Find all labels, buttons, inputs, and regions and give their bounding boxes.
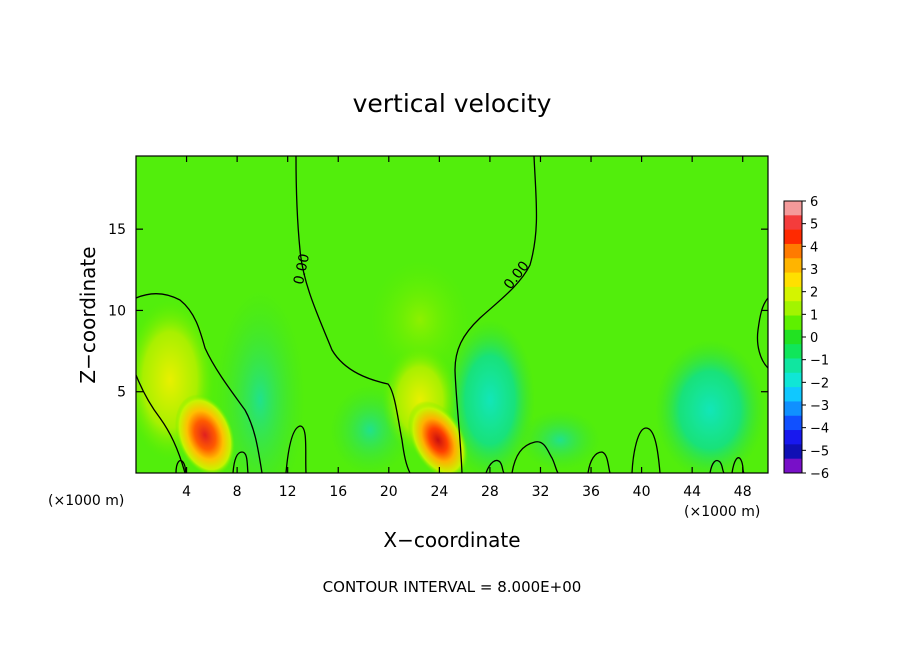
contour-east-edge bbox=[756, 297, 768, 369]
downdraft-east-low bbox=[520, 410, 600, 470]
plot-frame bbox=[135, 155, 769, 474]
downdraft-east bbox=[445, 320, 535, 473]
colorbar-swatch bbox=[784, 272, 802, 288]
x-tick-label: 36 bbox=[582, 484, 600, 500]
downdraft-far-east bbox=[655, 340, 765, 473]
contour-interval-note: CONTOUR INTERVAL = 8.000E+00 bbox=[323, 578, 582, 596]
y-tick-label: 10 bbox=[108, 303, 126, 319]
contour-central-west bbox=[295, 156, 411, 473]
colorbar-swatch bbox=[784, 301, 802, 317]
contour-west-inner bbox=[136, 374, 186, 473]
contour-bump-2 bbox=[285, 425, 307, 473]
contour-central-east bbox=[454, 156, 538, 473]
colorbar-swatch bbox=[784, 415, 802, 431]
contour-bump-5 bbox=[511, 441, 559, 473]
contour-bump-7 bbox=[631, 427, 661, 473]
y-tick-label: 15 bbox=[108, 222, 126, 238]
colorbar-tick-label: 5 bbox=[810, 218, 818, 233]
y-axis: 5 10 15 bbox=[108, 222, 768, 401]
updraft-west-core bbox=[175, 394, 235, 473]
colorbar-tick-label: 4 bbox=[810, 240, 818, 255]
colorbar-swatch bbox=[784, 215, 802, 231]
colorbar-tick-label: −2 bbox=[810, 376, 829, 391]
contour-bump-8 bbox=[709, 459, 725, 473]
updraft-central-core bbox=[407, 400, 469, 473]
contour-bump-1 bbox=[232, 451, 249, 473]
colorbar-swatch bbox=[784, 344, 802, 359]
contour-label-1: 0.00 bbox=[291, 252, 313, 286]
colorbar: 6 5 4 3 2 1 0 −1 −2 −3 −4 −5 −6 bbox=[783, 195, 829, 482]
colorbar-tick-label: 6 bbox=[810, 195, 818, 210]
x-axis-label: X−coordinate bbox=[383, 528, 520, 552]
x-tick-label: 24 bbox=[430, 484, 448, 500]
colorbar-swatch bbox=[784, 372, 802, 388]
x-tick-label: 40 bbox=[633, 484, 651, 500]
colorbar-swatch bbox=[784, 358, 802, 374]
colorbar-swatch bbox=[784, 444, 802, 460]
colorbar-tick-label: 2 bbox=[810, 286, 818, 301]
contour-west bbox=[136, 293, 263, 473]
colorbar-swatch bbox=[784, 258, 802, 274]
colorbar-swatch bbox=[784, 315, 802, 331]
colorbar-swatch bbox=[784, 458, 802, 474]
x-tick-label: 28 bbox=[481, 484, 499, 500]
x-tick-label: 20 bbox=[380, 484, 398, 500]
colorbar-tick-label: −6 bbox=[810, 467, 829, 482]
downdraft-west bbox=[215, 290, 305, 473]
colorbar-swatch bbox=[784, 401, 802, 417]
colorbar-tick-label: −3 bbox=[810, 399, 829, 414]
x-tick-label: 44 bbox=[683, 484, 701, 500]
contour-bump-6 bbox=[587, 451, 611, 473]
colorbar-tick-label: 0 bbox=[810, 331, 818, 346]
colorbar-tick-label: 3 bbox=[810, 263, 818, 278]
x-tick-label: 48 bbox=[734, 484, 752, 500]
x-unit-left: (×1000 m) bbox=[48, 493, 124, 509]
colorbar-tick-label: 1 bbox=[810, 308, 818, 323]
x-unit-right: (×1000 m) bbox=[684, 504, 760, 520]
x-tick-label: 4 bbox=[182, 484, 191, 500]
colorbar-swatch bbox=[784, 243, 802, 259]
colorbar-swatch bbox=[784, 430, 802, 445]
y-tick-label: 5 bbox=[117, 385, 126, 401]
colorbar-swatch bbox=[784, 286, 802, 302]
contour-bump-3 bbox=[175, 459, 187, 473]
chart-title: vertical velocity bbox=[353, 89, 552, 118]
colorbar-tick-label: −4 bbox=[810, 422, 829, 437]
plot-field: 0.00 0.00 bbox=[136, 156, 768, 473]
colorbar-swatch bbox=[784, 387, 802, 402]
x-tick-label: 8 bbox=[233, 484, 242, 500]
x-tick-label: 16 bbox=[329, 484, 347, 500]
updraft-central-upper bbox=[370, 260, 470, 380]
colorbar-swatch bbox=[784, 329, 802, 345]
colorbar-tick-label: −5 bbox=[810, 444, 829, 459]
x-axis: 4 8 12 16 20 24 28 32 36 40 44 48 bbox=[182, 156, 752, 500]
contour-bump-4 bbox=[485, 459, 505, 473]
x-tick-label: 32 bbox=[532, 484, 550, 500]
colorbar-swatch bbox=[784, 229, 802, 245]
colorbar-tick-label: −1 bbox=[810, 354, 829, 369]
x-tick-label: 12 bbox=[279, 484, 297, 500]
y-axis-label: Z−coordinate bbox=[76, 246, 100, 383]
zero-contours bbox=[136, 156, 768, 473]
colorbar-swatch bbox=[784, 201, 802, 216]
